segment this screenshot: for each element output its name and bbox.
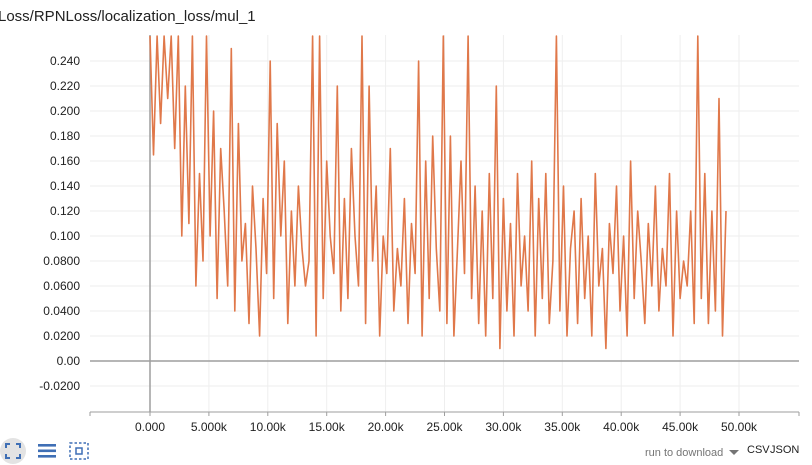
chart-plot: -0.0200 0.00 0.0200 0.0400 0.0600 0.0800 0.100… <box>39 35 800 434</box>
x-tick-label: 15.00k <box>309 420 346 434</box>
x-tick-label: 50.00k <box>721 420 758 434</box>
y-tick-label: 0.180 <box>50 129 80 143</box>
x-tick-label: 25.00k <box>426 420 463 434</box>
x-tick-label: 20.00k <box>368 420 405 434</box>
toggle-log-scale-icon <box>38 444 56 458</box>
data-selection-icon <box>69 442 89 460</box>
series-layer <box>149 35 727 350</box>
y-tick-label: 0.120 <box>50 204 80 218</box>
tick-labels: -0.0200 0.00 0.0200 0.0400 0.0600 0.0800 0.100… <box>39 54 758 434</box>
chevron-down-icon[interactable] <box>729 450 739 455</box>
x-tick-label: 5.000k <box>191 420 228 434</box>
x-tick-label: 45.00k <box>662 420 699 434</box>
json-download-link[interactable]: JSON <box>770 444 800 456</box>
x-tick-label: 35.00k <box>544 420 581 434</box>
y-tick-label: 0.200 <box>50 104 80 118</box>
chart-title: Loss/RPNLoss/localization_loss/mul_1 <box>0 8 256 25</box>
y-tick-label: 0.0200 <box>43 329 80 343</box>
y-tick-label: 0.0800 <box>43 254 80 268</box>
csv-download-link[interactable]: CSV <box>747 444 770 456</box>
x-tick-label: 10.00k <box>250 420 287 434</box>
data-selection-button[interactable] <box>66 440 92 462</box>
y-tick-label: 0.0400 <box>43 304 80 318</box>
x-tick-label: 0.000 <box>135 420 165 434</box>
y-tick-label: 0.00 <box>57 354 81 368</box>
x-tick-label: 30.00k <box>485 420 522 434</box>
fit-domain-button[interactable] <box>0 438 26 464</box>
y-tick-label: 0.240 <box>50 54 80 68</box>
y-tick-label: 0.100 <box>50 229 80 243</box>
y-tick-label: 0.220 <box>50 79 80 93</box>
x-tick-label: 40.00k <box>603 420 640 434</box>
axes <box>89 35 800 416</box>
toggle-log-scale-button[interactable] <box>34 440 60 462</box>
y-tick-label: -0.0200 <box>39 379 80 393</box>
fit-domain-icon <box>5 443 21 459</box>
download-run-label: run to download <box>645 447 724 459</box>
y-tick-label: 0.140 <box>50 179 80 193</box>
y-tick-label: 0.0600 <box>43 279 80 293</box>
series-line-0 <box>149 35 727 350</box>
y-tick-label: 0.160 <box>50 154 80 168</box>
chart-toolbar: run to download CSV JSON <box>0 438 812 465</box>
